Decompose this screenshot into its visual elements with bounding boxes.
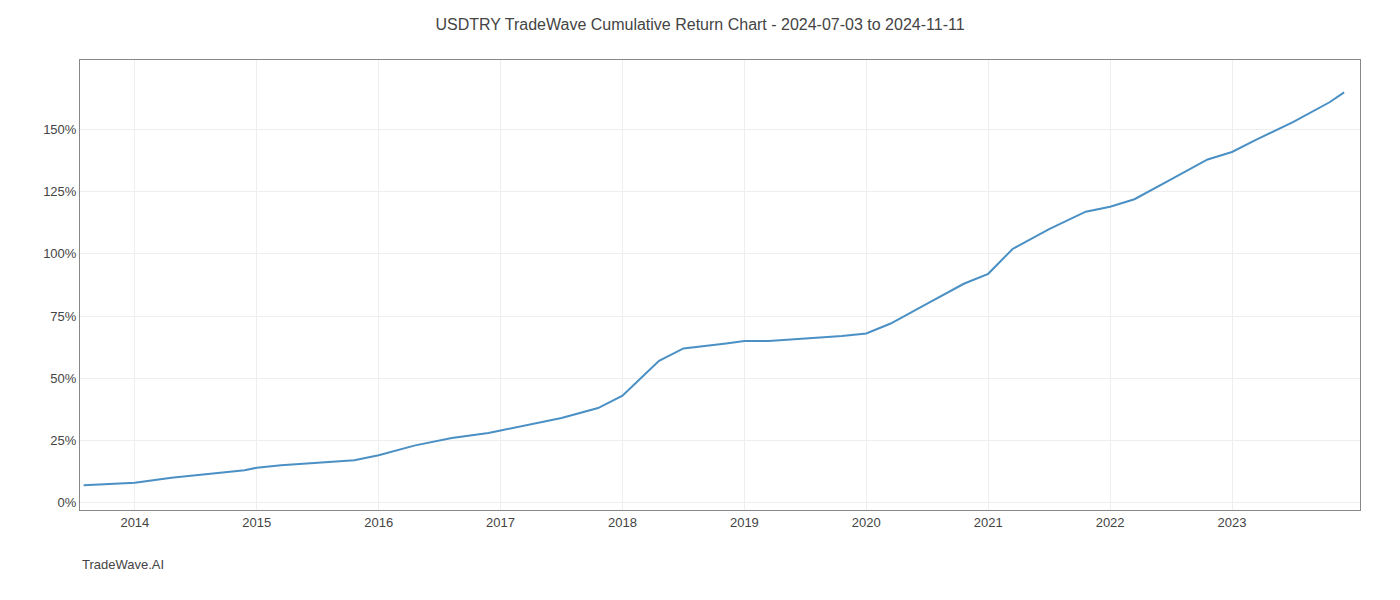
svg-text:2015: 2015 (242, 515, 271, 530)
svg-text:100%: 100% (43, 246, 77, 261)
svg-text:75%: 75% (50, 309, 76, 324)
svg-text:2018: 2018 (608, 515, 637, 530)
svg-text:25%: 25% (50, 433, 76, 448)
svg-text:2021: 2021 (974, 515, 1003, 530)
svg-text:USDTRY TradeWave Cumulative Re: USDTRY TradeWave Cumulative Return Chart… (435, 16, 964, 33)
svg-text:2016: 2016 (364, 515, 393, 530)
svg-text:0%: 0% (58, 495, 77, 510)
svg-text:2019: 2019 (730, 515, 759, 530)
svg-text:TradeWave.AI: TradeWave.AI (82, 557, 164, 572)
svg-text:2017: 2017 (486, 515, 515, 530)
svg-text:50%: 50% (50, 371, 76, 386)
svg-text:125%: 125% (43, 184, 77, 199)
svg-text:2023: 2023 (1218, 515, 1247, 530)
svg-text:2022: 2022 (1096, 515, 1125, 530)
svg-text:2020: 2020 (852, 515, 881, 530)
svg-text:2014: 2014 (120, 515, 149, 530)
svg-text:150%: 150% (43, 122, 77, 137)
